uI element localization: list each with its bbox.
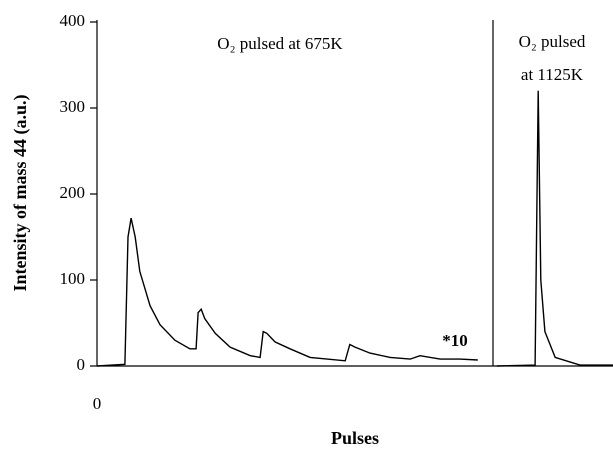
y-tick-label: 300	[60, 97, 86, 116]
y-tick-label: 0	[77, 355, 86, 374]
x-axis-label: Pulses	[331, 428, 379, 448]
x-tick-label: 0	[93, 394, 102, 413]
y-tick-label: 100	[60, 269, 86, 288]
annotation: at 1125K	[521, 65, 584, 84]
y-tick-label: 400	[60, 11, 86, 30]
annotation: O₂ pulsed	[519, 32, 586, 51]
annotation: *10	[442, 331, 468, 350]
y-axis-label: Intensity of mass 44 (a.u.)	[10, 94, 31, 291]
line	[96, 90, 613, 367]
y-tick-label: 200	[60, 183, 86, 202]
annotation: O₂ pulsed at 675K	[217, 34, 343, 53]
